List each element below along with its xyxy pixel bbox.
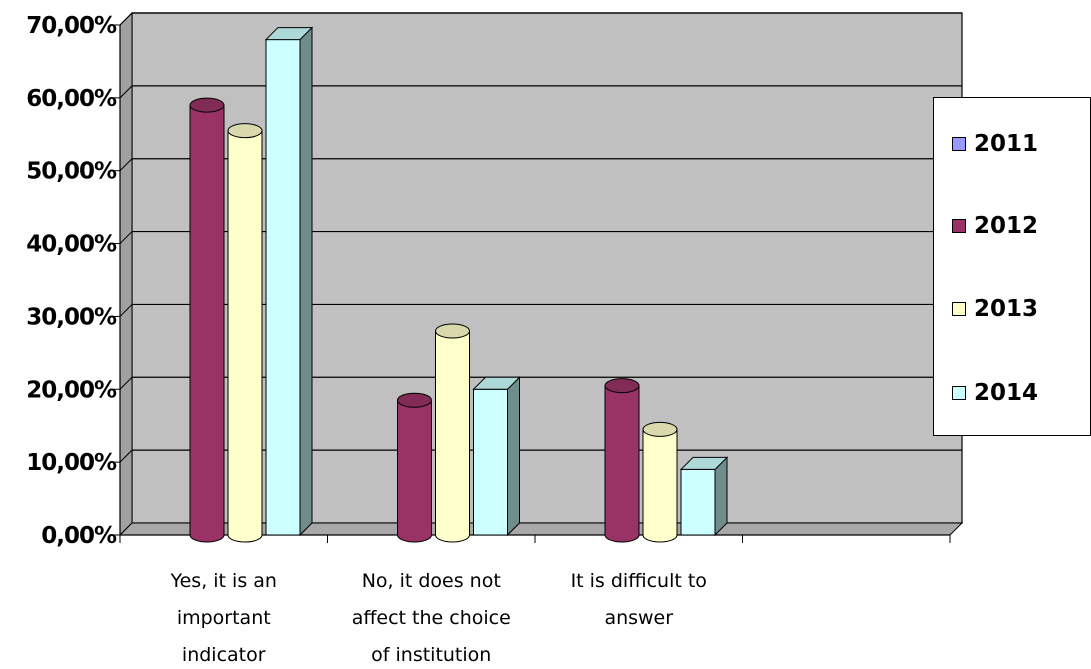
- legend-swatch-2013: [952, 302, 966, 316]
- bar-2014-2: [680, 468, 716, 536]
- gridline-side: [119, 304, 133, 317]
- legend-item-2013: 2013: [952, 296, 1038, 322]
- bar-cap-2014-2: [679, 456, 729, 470]
- bar-cap-2014-0: [264, 27, 314, 41]
- legend-label-2013: 2013: [974, 296, 1039, 322]
- y-tick-label: 0,00%: [41, 523, 117, 549]
- x-tick-label: indicator: [182, 644, 266, 666]
- bar-top-2012-0: [189, 97, 225, 113]
- gridline-side: [119, 85, 133, 99]
- bar-2013-1: [435, 330, 470, 543]
- x-tick-label: important: [177, 607, 271, 629]
- legend-item-2014: 2014: [952, 380, 1038, 406]
- bar-2014-0: [265, 39, 301, 536]
- bar-2013-2: [642, 428, 678, 543]
- bar-2013-0: [227, 130, 263, 543]
- gridline-side: [119, 158, 133, 172]
- legend-swatch-2012: [952, 219, 966, 233]
- x-tick-label: affect the choice: [352, 607, 511, 629]
- y-tick-label: 40,00%: [26, 232, 117, 258]
- legend-item-2011: 2011: [952, 131, 1038, 157]
- gridline-side: [119, 12, 133, 26]
- bar-2012-1: [397, 399, 432, 543]
- x-tick-label: answer: [604, 607, 673, 629]
- x-tick-label: Yes, it is an: [170, 570, 277, 592]
- bar-side-2014-1: [507, 376, 520, 537]
- bar-top-2013-0: [227, 123, 263, 139]
- legend-swatch-2011: [952, 137, 966, 151]
- bar-top-2013-1: [435, 323, 470, 339]
- legend-swatch-2014: [952, 386, 966, 400]
- y-tick-label: 70,00%: [26, 13, 117, 39]
- x-tick-label: of institution: [371, 644, 491, 666]
- bar-2014-1: [473, 388, 508, 536]
- bar-top-2012-2: [604, 378, 640, 394]
- x-tick-label: No, it does not: [362, 570, 501, 592]
- legend-label-2012: 2012: [974, 213, 1039, 239]
- legend-label-2011: 2011: [974, 131, 1039, 157]
- bar-top-2012-1: [397, 392, 432, 408]
- bar-side-2014-0: [299, 26, 313, 537]
- y-tick-label: 50,00%: [26, 159, 117, 185]
- bar-top-2013-2: [642, 421, 678, 437]
- bar-2012-2: [604, 385, 640, 543]
- gridline-side: [119, 376, 133, 390]
- y-tick-label: 60,00%: [26, 86, 117, 112]
- legend: 2011 2012 2013 2014: [933, 97, 1091, 436]
- gridline-side: [119, 231, 133, 244]
- y-tick-label: 10,00%: [26, 450, 117, 476]
- legend-item-2012: 2012: [952, 213, 1038, 239]
- y-tick-label: 30,00%: [26, 304, 117, 330]
- x-tick-label: It is difficult to: [571, 570, 707, 592]
- legend-label-2014: 2014: [974, 380, 1039, 406]
- bar-cap-2014-1: [472, 376, 521, 390]
- bar-2012-0: [189, 104, 225, 543]
- y-tick-label: 20,00%: [26, 377, 117, 403]
- gridline-side: [119, 449, 133, 463]
- bar-side-2014-2: [714, 456, 728, 537]
